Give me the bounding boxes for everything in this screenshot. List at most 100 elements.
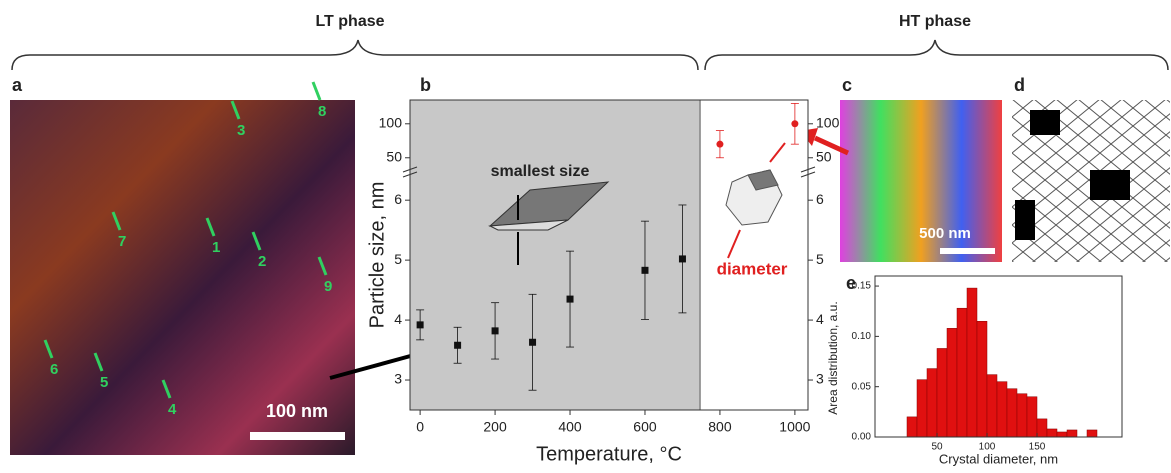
data-point <box>716 140 724 148</box>
bar <box>916 379 928 438</box>
data-point <box>454 341 462 349</box>
bar <box>976 321 988 438</box>
axis-break <box>800 166 816 173</box>
y-tick-label: 50 <box>386 148 402 164</box>
particle-marker <box>317 256 328 276</box>
bar <box>1066 429 1078 438</box>
y-axis-label: Particle size, nm <box>366 182 388 329</box>
y-tick-label: 0.15 <box>852 281 872 292</box>
x-tick-label: 150 <box>1029 442 1046 453</box>
y-tick-label: 4 <box>816 311 824 327</box>
grain-gaps <box>1015 110 1130 240</box>
panel-letter: c <box>842 75 852 95</box>
y-axis-label: Area distribution, a.u. <box>826 301 840 414</box>
bar <box>1016 393 1028 438</box>
x-tick-label: 0 <box>416 419 424 435</box>
platelet-edge <box>488 219 569 231</box>
lt-brace <box>11 39 699 71</box>
orientation-map <box>840 100 1002 262</box>
plot-frame <box>874 275 1123 438</box>
x-axis-label: Temperature, °C <box>536 443 682 465</box>
axis-break <box>402 166 418 173</box>
bar <box>956 307 968 438</box>
bar <box>1036 418 1048 438</box>
y-tick-label: 5 <box>394 251 402 267</box>
pointer <box>727 229 741 259</box>
axis-break <box>402 171 418 178</box>
particle-markers: 1 2 3 4 5 6 7 8 9 <box>43 81 332 418</box>
particle-label: 2 <box>258 253 266 270</box>
particle-label: 5 <box>100 374 108 391</box>
x-tick-label: 400 <box>558 419 582 435</box>
particle-label: 1 <box>212 239 220 256</box>
annotation: smallest size <box>491 163 590 180</box>
ht-brace <box>704 39 1169 71</box>
panel-letter: a <box>12 75 23 95</box>
axis-break <box>800 171 816 178</box>
x-tick-label: 1000 <box>779 419 810 435</box>
panel-letter: b <box>420 75 431 95</box>
y-tick-label: 3 <box>816 371 824 387</box>
scale-label: 500 nm <box>919 225 971 242</box>
x-tick-label: 100 <box>979 442 996 453</box>
data-point <box>529 338 537 346</box>
bar <box>996 381 1008 438</box>
scale-bar <box>250 432 345 440</box>
particle-marker <box>43 339 54 359</box>
particle-label: 9 <box>324 278 332 295</box>
data-point <box>416 321 424 329</box>
bar <box>966 287 978 438</box>
data-point <box>566 295 574 303</box>
particle-marker <box>251 231 262 251</box>
particle-label: 8 <box>318 103 326 120</box>
bar <box>1086 429 1098 438</box>
bar <box>1026 396 1038 438</box>
arrow <box>329 350 426 380</box>
data-point <box>491 327 499 335</box>
scale-label: 100 nm <box>266 401 328 421</box>
particle-marker <box>161 379 172 399</box>
y-tick-label: 6 <box>816 191 824 207</box>
particle-label: 7 <box>118 233 126 250</box>
particle-marker <box>230 100 241 120</box>
y-tick-label: 0.10 <box>852 331 872 342</box>
annotation: diameter <box>717 259 788 278</box>
data-point <box>678 255 686 263</box>
x-axis-label: Crystal diameter, nm <box>939 451 1058 466</box>
micrograph <box>10 100 355 455</box>
y-tick-label: 3 <box>394 371 402 387</box>
x-tick-label: 600 <box>633 419 657 435</box>
shaded-region <box>410 100 701 410</box>
phase-label: HT phase <box>899 13 971 30</box>
x-tick-label: 200 <box>483 419 507 435</box>
bar <box>1046 428 1058 438</box>
y-tick-label: 100 <box>379 114 403 130</box>
y-tick-label: 100 <box>816 114 840 130</box>
panel-letter: d <box>1014 75 1025 95</box>
particle-marker <box>111 211 122 231</box>
y-tick-label: 0.05 <box>852 381 872 392</box>
polyhedron-face <box>747 169 779 191</box>
plot-frame <box>409 99 809 411</box>
bar <box>906 416 918 438</box>
y-tick-label: 5 <box>816 251 824 267</box>
particle-marker <box>205 217 216 237</box>
scale-bar <box>940 248 995 254</box>
y-tick-label: 0.00 <box>852 432 872 443</box>
particle-label: 4 <box>168 401 177 418</box>
y-tick-label: 50 <box>816 148 832 164</box>
particle-label: 6 <box>50 361 58 378</box>
x-tick-label: 50 <box>931 442 943 453</box>
x-tick-label: 800 <box>708 419 732 435</box>
bar <box>936 348 948 438</box>
y-tick-label: 4 <box>394 311 402 327</box>
particle-label: 3 <box>237 122 245 139</box>
bar <box>926 368 938 438</box>
pointer <box>769 142 786 163</box>
bar <box>1056 431 1068 438</box>
arrow <box>813 135 850 156</box>
